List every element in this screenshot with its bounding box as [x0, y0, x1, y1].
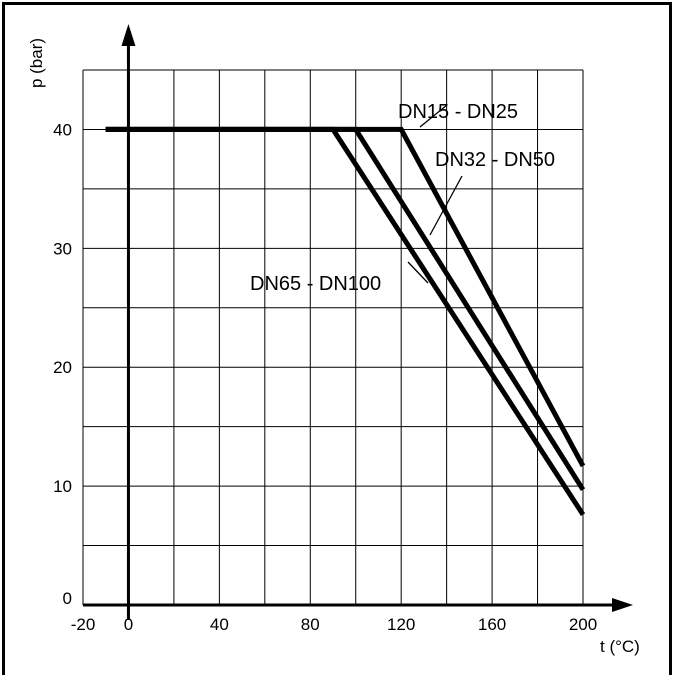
series-leader-line	[407, 261, 429, 284]
y-tick-label: 0	[63, 589, 72, 608]
x-axis-arrow	[612, 598, 633, 612]
x-tick-label: 80	[301, 615, 320, 634]
x-tick-label: 40	[210, 615, 229, 634]
series-line-3	[105, 126, 586, 516]
grid	[82, 69, 584, 605]
tick-labels: -20 0 40 80 120 160 200 0 10 20 30 40	[53, 120, 597, 634]
series-leader-line	[419, 104, 448, 128]
y-axis-label: p (bar)	[27, 38, 46, 88]
x-tick-label: 120	[387, 615, 415, 634]
series-leader-line	[429, 175, 463, 236]
y-tick-label: 20	[53, 358, 72, 377]
x-tick-label: -20	[71, 615, 96, 634]
series-label: DN15 - DN25	[398, 101, 518, 123]
y-axis-arrow	[121, 24, 136, 46]
series-label: DN32 - DN50	[435, 149, 555, 171]
x-axis-label: t (°C)	[600, 637, 640, 656]
x-tick-label: 200	[569, 615, 597, 634]
series-label: DN65 - DN100	[250, 273, 381, 295]
series-labels: DN15 - DN25 DN32 - DN50 DN65 - DN100	[250, 101, 555, 295]
x-tick-label: 160	[478, 615, 506, 634]
series-line-1	[105, 126, 586, 468]
series-lines	[105, 126, 586, 516]
y-tick-label: 40	[53, 120, 72, 139]
y-tick-label: 10	[53, 477, 72, 496]
series-line-2	[105, 126, 586, 492]
axes	[83, 24, 633, 620]
x-tick-label: 0	[124, 615, 133, 634]
y-tick-label: 30	[53, 239, 72, 258]
